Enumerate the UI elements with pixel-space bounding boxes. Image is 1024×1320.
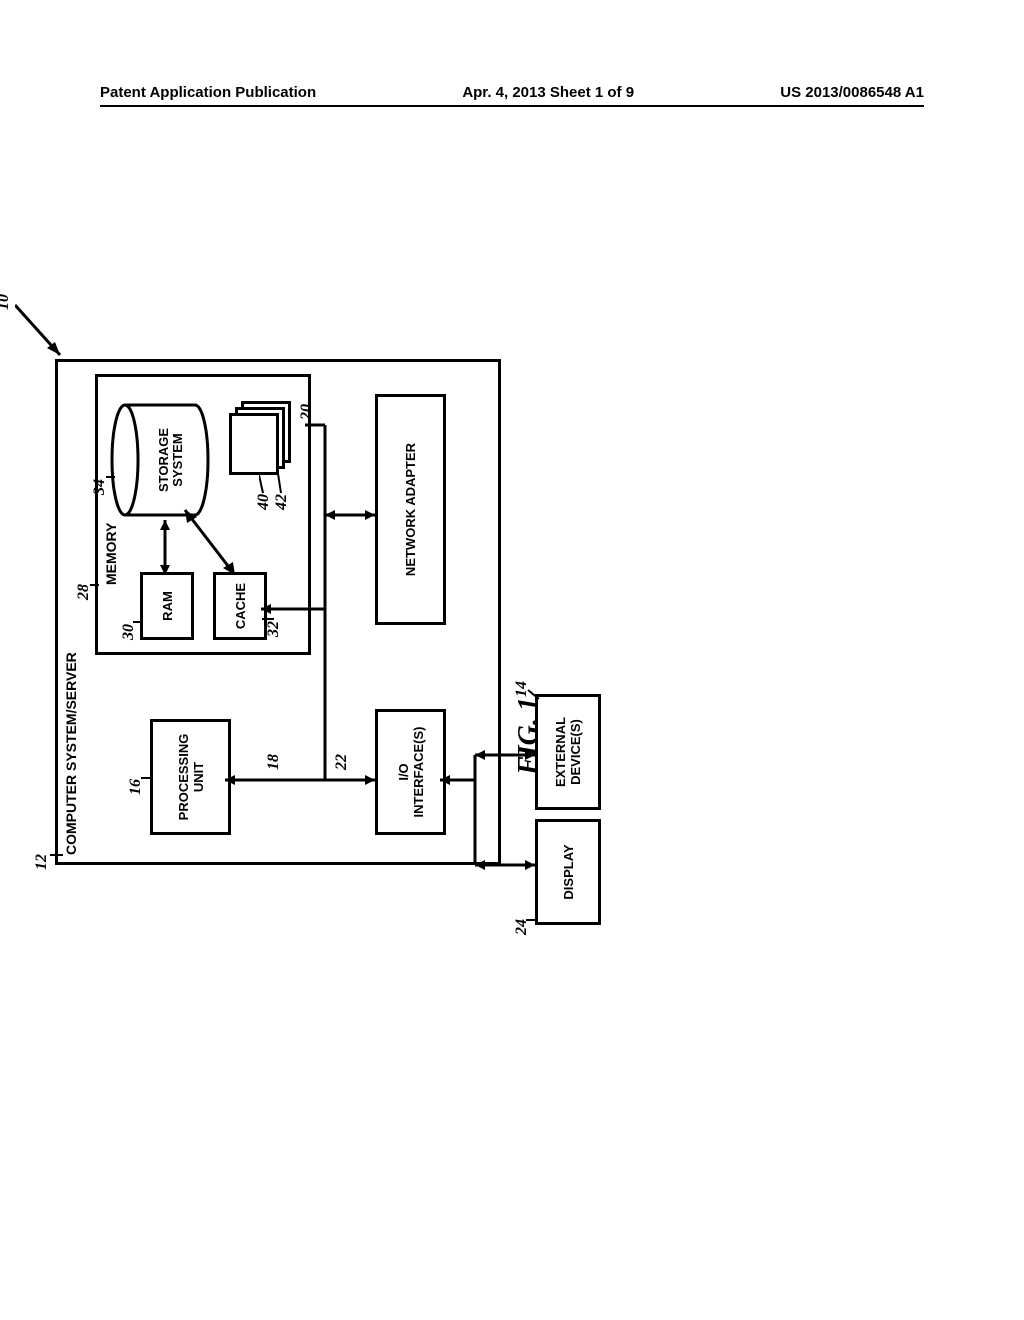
ref-18: 18 [265, 754, 283, 770]
header-center: Apr. 4, 2013 Sheet 1 of 9 [462, 84, 634, 101]
ref-10: 10 [0, 294, 13, 310]
display-label: DISPLAY [561, 844, 576, 899]
memory-title: MEMORY [103, 523, 119, 585]
ref-24: 24 [513, 919, 531, 935]
page-header: Patent Application Publication Apr. 4, 2… [100, 84, 924, 107]
ref-28: 28 [75, 584, 93, 600]
ref-30: 30 [120, 624, 138, 640]
cache-box: CACHE [213, 572, 267, 640]
external-label: EXTERNAL DEVICE(S) [553, 717, 583, 787]
io-label: I/O INTERFACE(S) [396, 727, 426, 818]
ref-34: 34 [91, 479, 109, 495]
header-right: US 2013/0086548 A1 [780, 84, 924, 101]
processing-unit-box: PROCESSING UNIT [150, 719, 231, 835]
header-left: Patent Application Publication [100, 84, 316, 101]
ref-14: 14 [513, 681, 531, 697]
ref-20: 20 [298, 404, 316, 420]
ref-42: 42 [273, 494, 291, 510]
io-interface-box: I/O INTERFACE(S) [375, 709, 446, 835]
page: Patent Application Publication Apr. 4, 2… [0, 0, 1024, 1320]
ref-22: 22 [333, 754, 351, 770]
ref-16: 16 [127, 779, 145, 795]
ram-box: RAM [140, 572, 194, 640]
ref-32: 32 [265, 621, 283, 637]
diagram: COMPUTER SYSTEM/SERVER 12 10 MEMORY 28 R… [15, 345, 745, 865]
computer-system-title: COMPUTER SYSTEM/SERVER [63, 652, 79, 855]
doc-1 [229, 413, 279, 475]
display-box: DISPLAY [535, 819, 601, 925]
processing-label: PROCESSING UNIT [176, 734, 206, 821]
figure-label: FIG. 1 [513, 697, 545, 775]
cache-label: CACHE [233, 583, 248, 629]
network-adapter-box: NETWORK ADAPTER [375, 394, 446, 625]
ram-label: RAM [160, 591, 175, 621]
ref-40: 40 [255, 494, 273, 510]
ref-12: 12 [33, 854, 51, 870]
network-label: NETWORK ADAPTER [403, 443, 418, 576]
